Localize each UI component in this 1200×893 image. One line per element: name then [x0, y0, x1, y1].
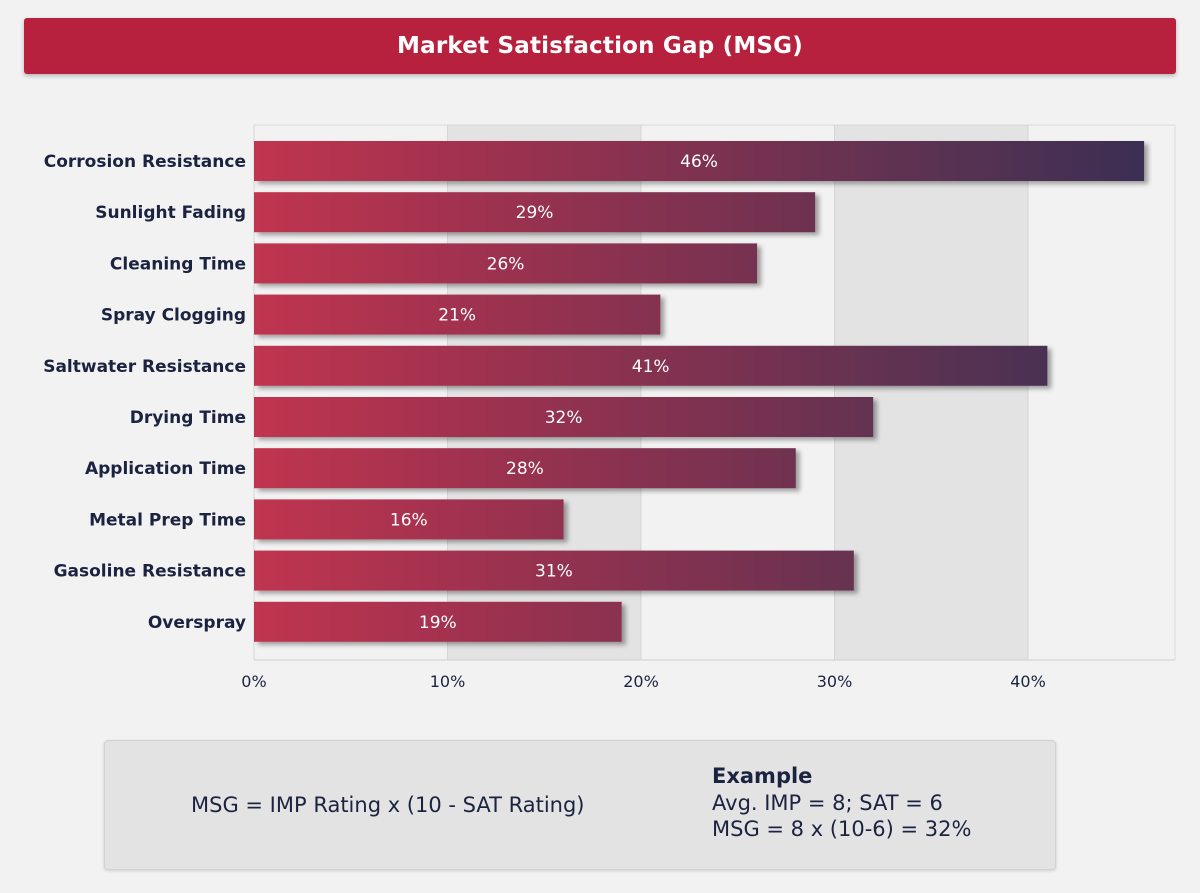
- bar-value-label: 29%: [516, 203, 554, 223]
- bar-value-label: 32%: [545, 408, 583, 428]
- bar-cleaning-time: [254, 243, 758, 284]
- bar-application-time: [254, 448, 796, 489]
- x-tick-label: 40%: [1010, 672, 1046, 691]
- bar-overspray: [254, 601, 622, 642]
- bar-value-label: 41%: [632, 357, 670, 377]
- category-label: Sunlight Fading: [95, 203, 246, 223]
- bar-spray-clogging: [254, 294, 661, 335]
- bar-value-label: 19%: [419, 613, 457, 633]
- category-label: Corrosion Resistance: [44, 152, 246, 172]
- category-label: Gasoline Resistance: [54, 562, 246, 582]
- chart-title: Market Satisfaction Gap (MSG): [397, 33, 803, 59]
- x-tick-label: 30%: [817, 672, 853, 691]
- bar-drying-time: [254, 397, 874, 437]
- msg-formula: MSG = IMP Rating x (10 - SAT Rating): [191, 793, 585, 817]
- bar-gasoline-resistance: [254, 550, 854, 591]
- msg-bar-chart: 46% Corrosion Resistance 29% Sunlight Fadin…: [43, 124, 1176, 691]
- x-tick-label: 20%: [623, 672, 659, 691]
- bar-value-label: 21%: [438, 306, 476, 326]
- example-line-2: MSG = 8 x (10-6) = 32%: [712, 817, 972, 841]
- category-label: Metal Prep Time: [89, 510, 246, 530]
- category-label: Saltwater Resistance: [43, 357, 246, 377]
- example-title: Example: [712, 764, 813, 788]
- category-label: Application Time: [85, 459, 246, 479]
- x-tick-label: 10%: [430, 672, 466, 691]
- bar-corrosion-resistance: [254, 141, 1145, 181]
- example-block: Example Avg. IMP = 8; SAT = 6 MSG = 8 x …: [712, 763, 971, 842]
- bar-sunlight-fading: [254, 192, 816, 233]
- bar-saltwater-resistance: [254, 345, 1048, 386]
- x-tick-label: 0%: [241, 672, 266, 691]
- formula-box: MSG = IMP Rating x (10 - SAT Rating) Exa…: [104, 740, 1056, 870]
- grid-band-1: [834, 125, 1028, 660]
- category-label: Spray Clogging: [101, 306, 246, 326]
- bar-value-label: 31%: [535, 562, 573, 582]
- bar-value-label: 28%: [506, 459, 544, 479]
- bar-value-label: 26%: [487, 254, 525, 274]
- bar-value-label: 16%: [390, 510, 428, 530]
- category-label: Drying Time: [130, 408, 246, 428]
- category-label: Overspray: [148, 613, 246, 633]
- bar-metal-prep-time: [254, 499, 564, 540]
- bar-value-label: 46%: [680, 152, 718, 172]
- category-label: Cleaning Time: [110, 254, 246, 274]
- example-line-1: Avg. IMP = 8; SAT = 6: [712, 791, 943, 815]
- chart-title-bar: Market Satisfaction Gap (MSG): [24, 18, 1176, 74]
